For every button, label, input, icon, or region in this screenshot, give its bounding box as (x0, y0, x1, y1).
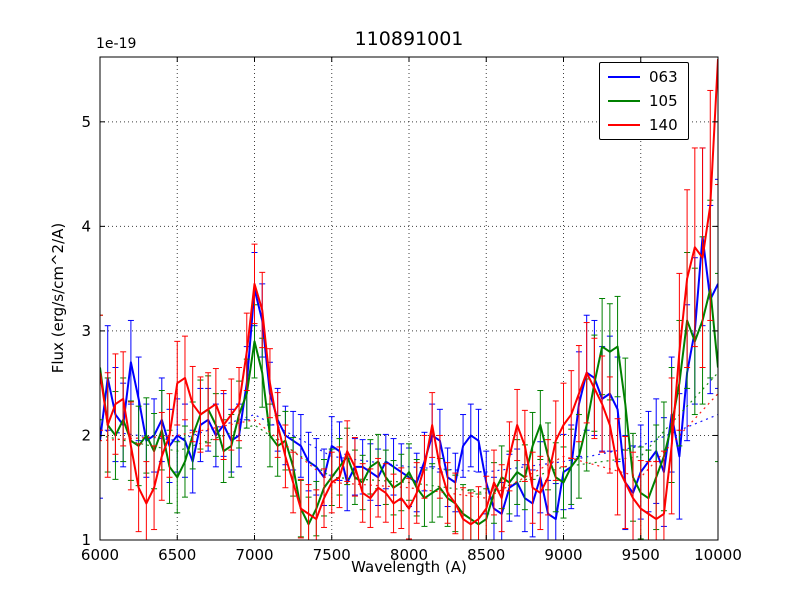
x-tick-label: 6500 (158, 546, 196, 564)
legend-line-140-icon (608, 124, 640, 126)
legend-label-063: 063 (649, 68, 678, 86)
legend-label-105: 105 (649, 92, 678, 110)
x-tick-label: 9000 (544, 546, 582, 564)
x-tick-label: 8500 (467, 546, 505, 564)
x-tick-label: 7500 (313, 546, 351, 564)
legend-line-105-icon (608, 100, 640, 102)
y-tick-label: 2 (81, 426, 91, 444)
legend-item-063: 063 (608, 68, 678, 86)
y-axis-label: Flux (erg/s/cm^2/A) (49, 222, 67, 374)
x-tick-label: 6000 (81, 546, 119, 564)
y-tick-label: 4 (81, 217, 91, 235)
legend-label-140: 140 (649, 116, 678, 134)
chart-title: 110891001 (354, 28, 464, 50)
legend: 063 105 140 (599, 62, 689, 140)
x-tick-label: 9500 (622, 546, 660, 564)
y-tick-label: 5 (81, 113, 91, 131)
legend-item-140: 140 (608, 116, 678, 134)
y-axis-offset-label: 1e-19 (96, 36, 137, 52)
y-tick-label: 3 (81, 322, 91, 340)
y-tick-label: 1 (81, 531, 91, 549)
x-tick-label: 7000 (235, 546, 273, 564)
legend-line-063-icon (608, 76, 640, 78)
x-tick-label: 10000 (694, 546, 742, 564)
x-axis-label: Wavelength (A) (351, 558, 467, 576)
legend-item-105: 105 (608, 92, 678, 110)
x-tick-label: 8000 (390, 546, 428, 564)
